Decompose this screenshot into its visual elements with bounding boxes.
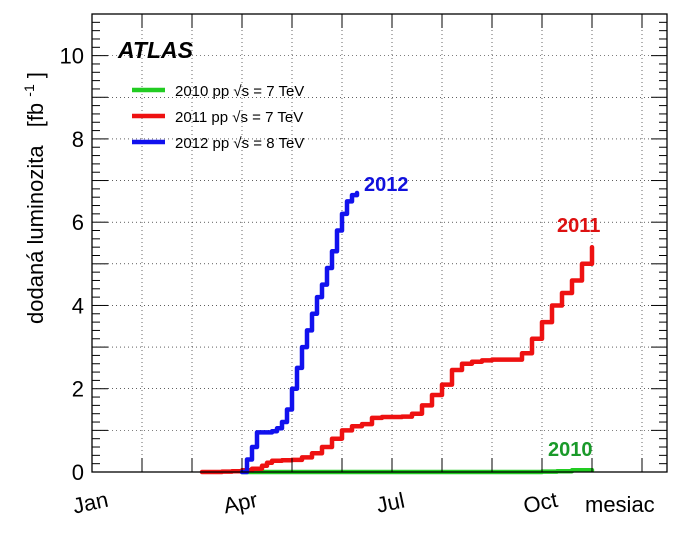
- legend-entry-2012: 2012 pp √s = 8 TeV: [175, 135, 304, 152]
- y-axis-title: dodaná luminozita [fb -1 ]: [14, 72, 48, 324]
- legend-entry-2011: 2011 pp √s = 7 TeV: [175, 109, 303, 126]
- y-tick-label: 6: [72, 210, 84, 235]
- sqrt-s-symbol: √s: [233, 135, 249, 152]
- legend-prefix: 2010 pp: [175, 83, 233, 100]
- x-tick-label-oct: Oct: [521, 487, 560, 519]
- series-line-2011: [199, 244, 595, 475]
- series-line-2012: [239, 190, 360, 475]
- atlas-brand-label: ATLAS: [117, 37, 194, 63]
- y-tick-label: 8: [72, 127, 84, 152]
- series-labels: 2010 2011 2012: [364, 174, 600, 461]
- y-tick-label: 2: [72, 377, 84, 402]
- y-axis-unit: [fb: [23, 103, 48, 127]
- sqrt-s-symbol: √s: [232, 109, 248, 126]
- y-axis-unit-close: ]: [23, 72, 48, 78]
- grid: [92, 14, 667, 472]
- legend-suffix: = 7 TeV: [248, 109, 303, 126]
- x-tick-label-jul: Jul: [374, 488, 407, 518]
- legend-suffix: = 8 TeV: [249, 135, 304, 152]
- x-axis-label: mesiac: [585, 492, 655, 517]
- x-tick-label-apr: Apr: [221, 487, 260, 519]
- series-label-2011: 2011: [557, 215, 600, 237]
- svg-text:dodaná luminozita [fb: dodaná luminozita [fb -1 ]: [14, 72, 48, 324]
- y-tick-label: 10: [60, 44, 84, 69]
- legend-entry-2010: 2010 pp √s = 7 TeV: [175, 83, 304, 100]
- series-label-2010: 2010: [548, 439, 593, 461]
- y-axis-label: dodaná luminozita: [23, 145, 48, 324]
- plot-frame: [91, 13, 668, 473]
- sqrt-s-symbol: √s: [233, 83, 249, 100]
- y-axis-unit-exponent: -1: [21, 84, 37, 97]
- y-tick-label: 0: [72, 460, 84, 485]
- series-label-2012: 2012: [364, 174, 409, 196]
- y-tick-label: 4: [72, 293, 84, 318]
- legend-prefix: 2012 pp: [175, 135, 233, 152]
- legend-suffix: = 7 TeV: [249, 83, 304, 100]
- x-tick-label-jan: Jan: [70, 487, 110, 519]
- legend-prefix: 2011 pp: [175, 109, 232, 126]
